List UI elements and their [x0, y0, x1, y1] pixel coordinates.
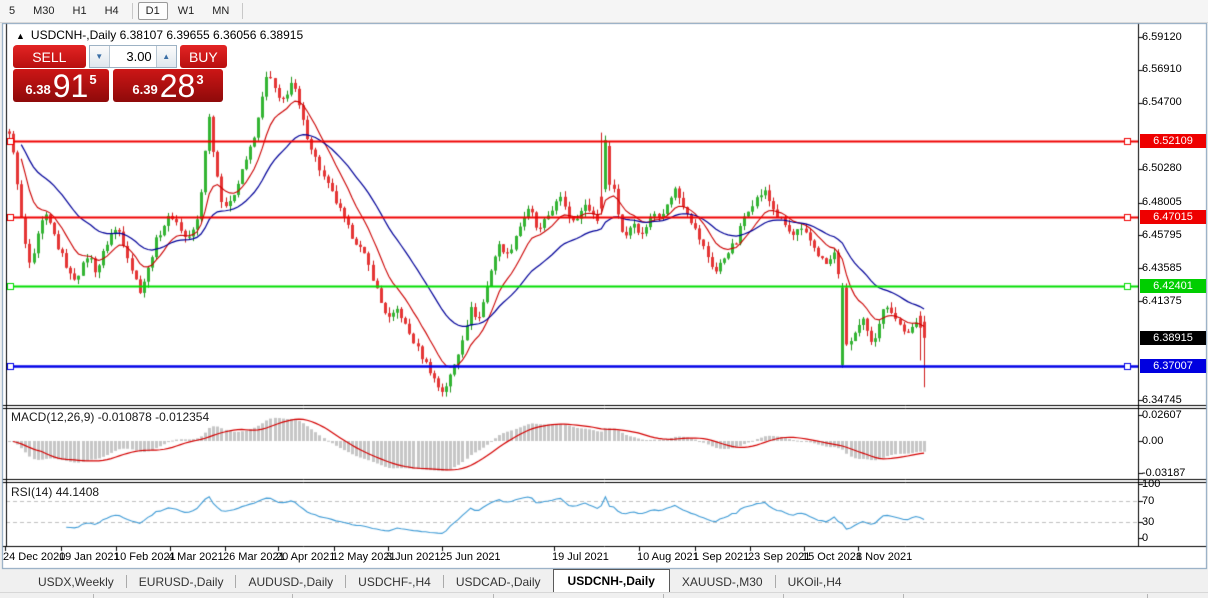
timeframe-button-h1[interactable]: H1: [72, 5, 87, 17]
date-label: 3 Jun 2021: [386, 551, 441, 563]
tab-xauusd-m30[interactable]: XAUUSD-,M30: [681, 575, 763, 589]
date-label: 20 Apr 2021: [276, 551, 336, 563]
price-axis-label: 6.45795: [1142, 228, 1182, 241]
price-badge: 6.38915: [1140, 330, 1206, 345]
tab-divider: [345, 575, 347, 588]
chart-title: ▲ USDCNH-,Daily 6.38107 6.39655 6.36056 6…: [16, 28, 303, 42]
timeframe-button-w1[interactable]: W1: [177, 5, 195, 17]
rsi-axis-label: 70: [1142, 495, 1155, 507]
status-divider: [903, 594, 904, 598]
status-divider: [493, 594, 494, 598]
chart-tab-bar: USDX,Weekly EURUSD-,Daily AUDUSD-,Daily USD…: [0, 569, 1208, 592]
chart-title-symbol: USDCNH-,Daily: [30, 28, 117, 42]
rsi-label: RSI(14) 44.1408: [11, 485, 99, 499]
date-label: 12 May 2021: [332, 551, 396, 563]
price-axis-label: 6.56910: [1142, 63, 1182, 76]
buy-price-small: 6.39: [132, 82, 158, 97]
date-label: 8 Nov 2021: [856, 551, 913, 563]
date-label: 10 Aug 2021: [637, 551, 699, 563]
timeframe-button-5[interactable]: 5: [9, 5, 16, 17]
timeframe-toolbar: 5 M30 H1 H4 D1 W1 MN: [0, 0, 1208, 23]
timeframe-button-h4[interactable]: H4: [104, 5, 119, 17]
sell-button[interactable]: SELL: [13, 45, 86, 68]
sell-price-big: 91: [52, 68, 89, 104]
macd-axis-label: 0.00: [1142, 435, 1164, 447]
tab-usdchf-h4[interactable]: USDCHF-,H4: [358, 575, 431, 589]
status-divider: [93, 594, 94, 598]
tab-ukoil-h4[interactable]: UKOil-,H4: [787, 575, 842, 589]
sell-price-small: 6.38: [25, 82, 51, 97]
collapse-triangle-icon[interactable]: ▲: [16, 31, 25, 41]
chart-title-ohlc: 6.38107 6.39655 6.36056 6.38915: [119, 28, 304, 42]
rsi-value: 44.1408: [55, 485, 100, 499]
tab-usdcad-daily[interactable]: USDCAD-,Daily: [455, 575, 541, 589]
buy-button[interactable]: BUY: [179, 45, 227, 68]
one-click-trade-panel: SELL ▼ 3.00 ▲ BUY 6.38 91 5 6.39 28 3: [13, 45, 227, 102]
date-label: 23 Sep 2021: [748, 551, 811, 563]
date-label: 10 Feb 2021: [114, 551, 176, 563]
price-axis-label: 6.43585: [1142, 261, 1182, 274]
toolbar-divider: [131, 3, 133, 19]
price-axis-label: 6.48005: [1142, 196, 1182, 209]
buy-price-sup: 3: [196, 72, 204, 87]
price-axis-label: 6.34745: [1142, 393, 1182, 406]
tab-divider: [774, 575, 776, 588]
volume-decrease-icon[interactable]: ▼: [89, 46, 110, 67]
price-badge: 6.37007: [1140, 359, 1206, 374]
tab-eurusd-daily[interactable]: EURUSD-,Daily: [138, 575, 224, 589]
macd-values: -0.010878 -0.012354: [97, 410, 210, 424]
date-label: 19 Jan 2021: [59, 551, 120, 563]
timeframe-button-m30[interactable]: M30: [33, 5, 55, 17]
tab-divider: [235, 575, 237, 588]
macd-name: MACD(12,26,9): [11, 410, 95, 424]
sell-price-button[interactable]: 6.38 91 5: [13, 69, 109, 102]
timeframe-button-d1[interactable]: D1: [137, 2, 168, 20]
price-axis-label: 6.50280: [1142, 162, 1182, 175]
rsi-name: RSI(14): [11, 485, 53, 499]
status-divider: [663, 594, 664, 598]
price-axis-label: 6.59120: [1142, 30, 1182, 43]
buy-price-button[interactable]: 6.39 28 3: [113, 69, 223, 102]
tab-divider: [125, 575, 127, 588]
price-axis-label: 6.41375: [1142, 294, 1182, 307]
rsi-axis-label: 0: [1142, 532, 1149, 544]
rsi-axis-label: 30: [1142, 516, 1155, 528]
date-label: 1 Sep 2021: [693, 551, 750, 563]
price-badge: 6.52109: [1140, 134, 1206, 149]
toolbar-divider: [242, 3, 244, 19]
timeframe-button-mn[interactable]: MN: [212, 5, 230, 17]
price-axis-label: 6.54700: [1142, 96, 1182, 109]
status-divider: [292, 594, 293, 598]
tab-audusd-daily[interactable]: AUDUSD-,Daily: [248, 575, 334, 589]
tab-divider: [442, 575, 444, 588]
date-label: 4 Mar 2021: [168, 551, 224, 563]
tab-usdx-weekly[interactable]: USDX,Weekly: [38, 575, 114, 589]
status-divider: [783, 594, 784, 598]
rsi-axis-label: 100: [1142, 478, 1161, 490]
macd-axis-label: 0.02607: [1142, 409, 1182, 421]
status-strip: [0, 592, 1208, 598]
date-label: 25 Jun 2021: [440, 551, 501, 563]
buy-price-big: 28: [159, 68, 196, 104]
volume-increase-icon[interactable]: ▲: [155, 46, 176, 67]
macd-label: MACD(12,26,9) -0.010878 -0.012354: [11, 410, 209, 424]
sell-price-sup: 5: [89, 72, 97, 87]
price-badge: 6.47015: [1140, 210, 1206, 225]
price-badge: 6.42401: [1140, 278, 1206, 293]
macd-axis-label: -0.03187: [1142, 467, 1186, 479]
date-label: 24 Dec 2020: [3, 551, 66, 563]
date-label: 26 Mar 2021: [223, 551, 285, 563]
date-label: 19 Jul 2021: [552, 551, 609, 563]
date-label: 15 Oct 2021: [802, 551, 862, 563]
tab-usdcnh-daily[interactable]: USDCNH-,Daily: [552, 569, 670, 592]
volume-input[interactable]: 3.00: [109, 46, 156, 67]
volume-spinner: ▼ 3.00 ▲: [88, 45, 177, 68]
status-divider: [1147, 594, 1148, 598]
